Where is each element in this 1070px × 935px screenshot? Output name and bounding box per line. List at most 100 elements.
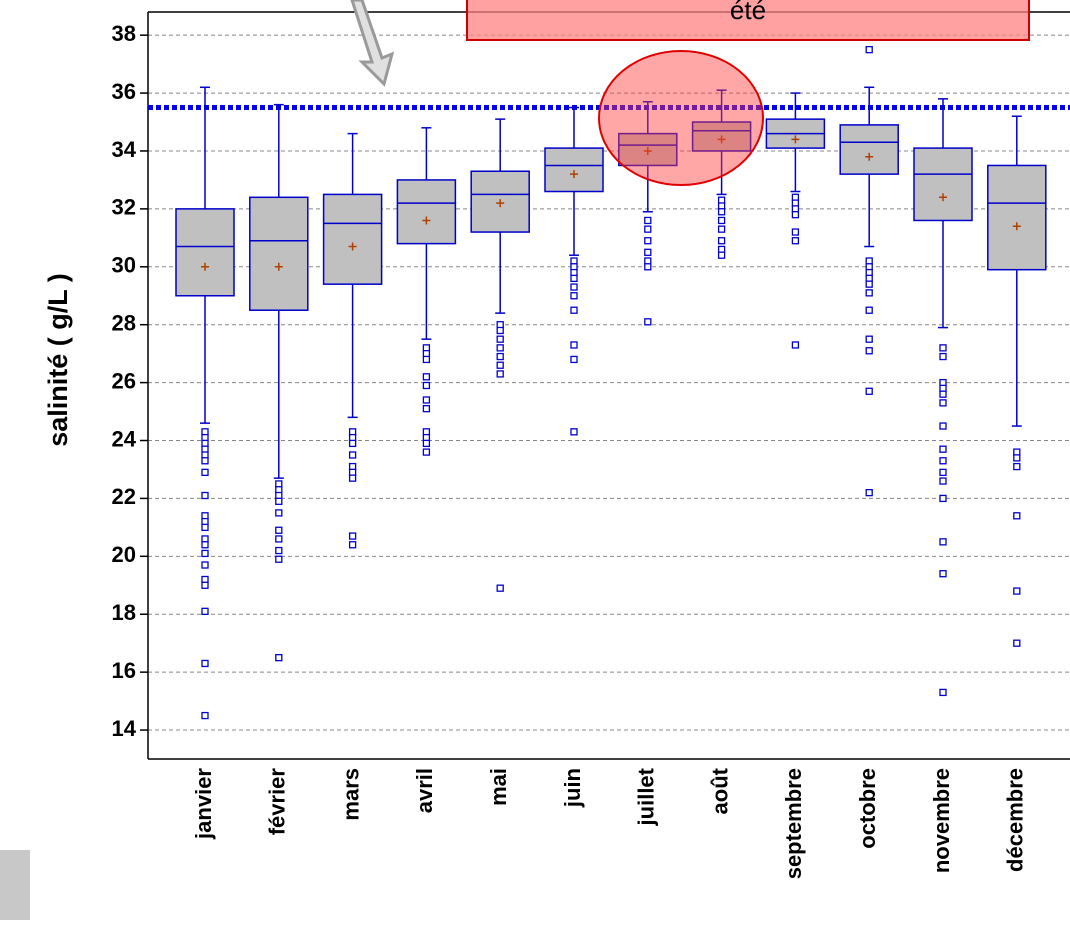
- outlier: [348, 439, 357, 448]
- x-tick-label: juillet: [634, 767, 659, 826]
- outlier: [939, 538, 947, 546]
- outlier: [939, 378, 947, 387]
- outlier: [939, 399, 947, 407]
- outlier: [201, 491, 209, 500]
- outlier: [865, 488, 873, 497]
- outlier: [201, 549, 209, 558]
- outlier: [348, 541, 357, 549]
- outlier: [791, 237, 800, 245]
- mean: [865, 152, 874, 161]
- outlier: [865, 257, 873, 265]
- box: [175, 208, 235, 297]
- y-axis-label: salinité ( g/L ): [43, 273, 73, 447]
- y-tick-label: 16: [112, 658, 136, 683]
- y-tick-label: 36: [112, 79, 136, 104]
- outlier: [644, 216, 652, 225]
- mean: [201, 262, 209, 271]
- outlier: [1013, 448, 1021, 456]
- y-tick-label: 22: [112, 484, 136, 509]
- x-tick-label: août: [707, 767, 732, 814]
- outlier: [275, 555, 283, 563]
- mean: [348, 242, 357, 251]
- outlier: [939, 352, 947, 361]
- outlier: [570, 292, 578, 300]
- x-tick-label: mai: [486, 768, 511, 806]
- outlier: [939, 384, 947, 393]
- outlier: [348, 428, 357, 436]
- box: [249, 196, 309, 311]
- mean: [643, 146, 652, 155]
- y-tick-label: 24: [112, 426, 137, 451]
- outlier: [496, 321, 504, 329]
- outlier: [201, 607, 209, 615]
- outlier: [275, 491, 283, 500]
- outlier: [939, 570, 947, 578]
- outlier: [570, 257, 578, 265]
- outlier: [570, 355, 578, 364]
- outlier: [865, 335, 873, 343]
- outlier: [939, 468, 947, 477]
- x-tick-label: février: [265, 768, 290, 836]
- outlier: [496, 361, 504, 369]
- outlier: [570, 283, 578, 291]
- outlier: [422, 448, 431, 456]
- outlier: [496, 335, 504, 343]
- mean: [939, 193, 947, 202]
- outlier: [644, 257, 652, 265]
- outlier: [496, 326, 504, 335]
- outlier: [275, 654, 283, 662]
- outlier: [348, 462, 357, 471]
- outlier: [275, 526, 283, 534]
- outlier: [865, 347, 873, 355]
- outlier: [717, 225, 726, 233]
- outlier: [939, 457, 947, 465]
- outlier: [865, 45, 873, 54]
- outlier: [865, 268, 873, 277]
- outlier: [275, 486, 283, 494]
- outlier: [717, 216, 726, 225]
- outlier: [275, 546, 283, 555]
- mean: [1012, 222, 1021, 231]
- mean: [496, 199, 505, 208]
- outlier: [865, 387, 873, 395]
- mean: [422, 216, 431, 225]
- annotation: été: [730, 0, 766, 25]
- outlier: [201, 711, 209, 720]
- outlier: [1013, 587, 1021, 595]
- outlier: [791, 205, 800, 213]
- outlier: [201, 541, 209, 549]
- outlier: [791, 199, 800, 207]
- outlier: [939, 422, 947, 430]
- outlier: [865, 306, 873, 314]
- outlier: [717, 237, 726, 245]
- side-block: [0, 850, 30, 920]
- x-tick-label: septembre: [781, 768, 806, 879]
- highlight-ellipse: [598, 50, 764, 186]
- x-tick-label: décembre: [1003, 768, 1028, 872]
- mean: [791, 135, 800, 144]
- outlier: [570, 428, 578, 436]
- y-tick-label: 28: [112, 311, 136, 336]
- x-tick-label: avril: [412, 768, 437, 813]
- annotation-box: [466, 0, 1030, 41]
- outlier: [496, 584, 504, 592]
- outlier: [348, 451, 357, 459]
- outlier: [422, 355, 431, 364]
- x-tick-label: octobre: [855, 768, 880, 849]
- outlier: [348, 532, 357, 540]
- outlier: [201, 451, 209, 459]
- x-tick-label: janvier: [191, 768, 216, 840]
- outlier: [422, 350, 431, 358]
- outlier: [939, 477, 947, 485]
- outlier: [201, 428, 209, 436]
- outlier: [1013, 462, 1021, 471]
- outlier: [644, 248, 652, 256]
- outlier: [939, 494, 947, 503]
- outlier: [422, 344, 431, 352]
- y-tick-label: 34: [112, 137, 137, 162]
- arrow: [350, 0, 395, 87]
- outlier: [201, 581, 209, 589]
- outlier: [865, 274, 873, 283]
- x-tick-label: juin: [560, 768, 585, 808]
- box: [987, 164, 1047, 271]
